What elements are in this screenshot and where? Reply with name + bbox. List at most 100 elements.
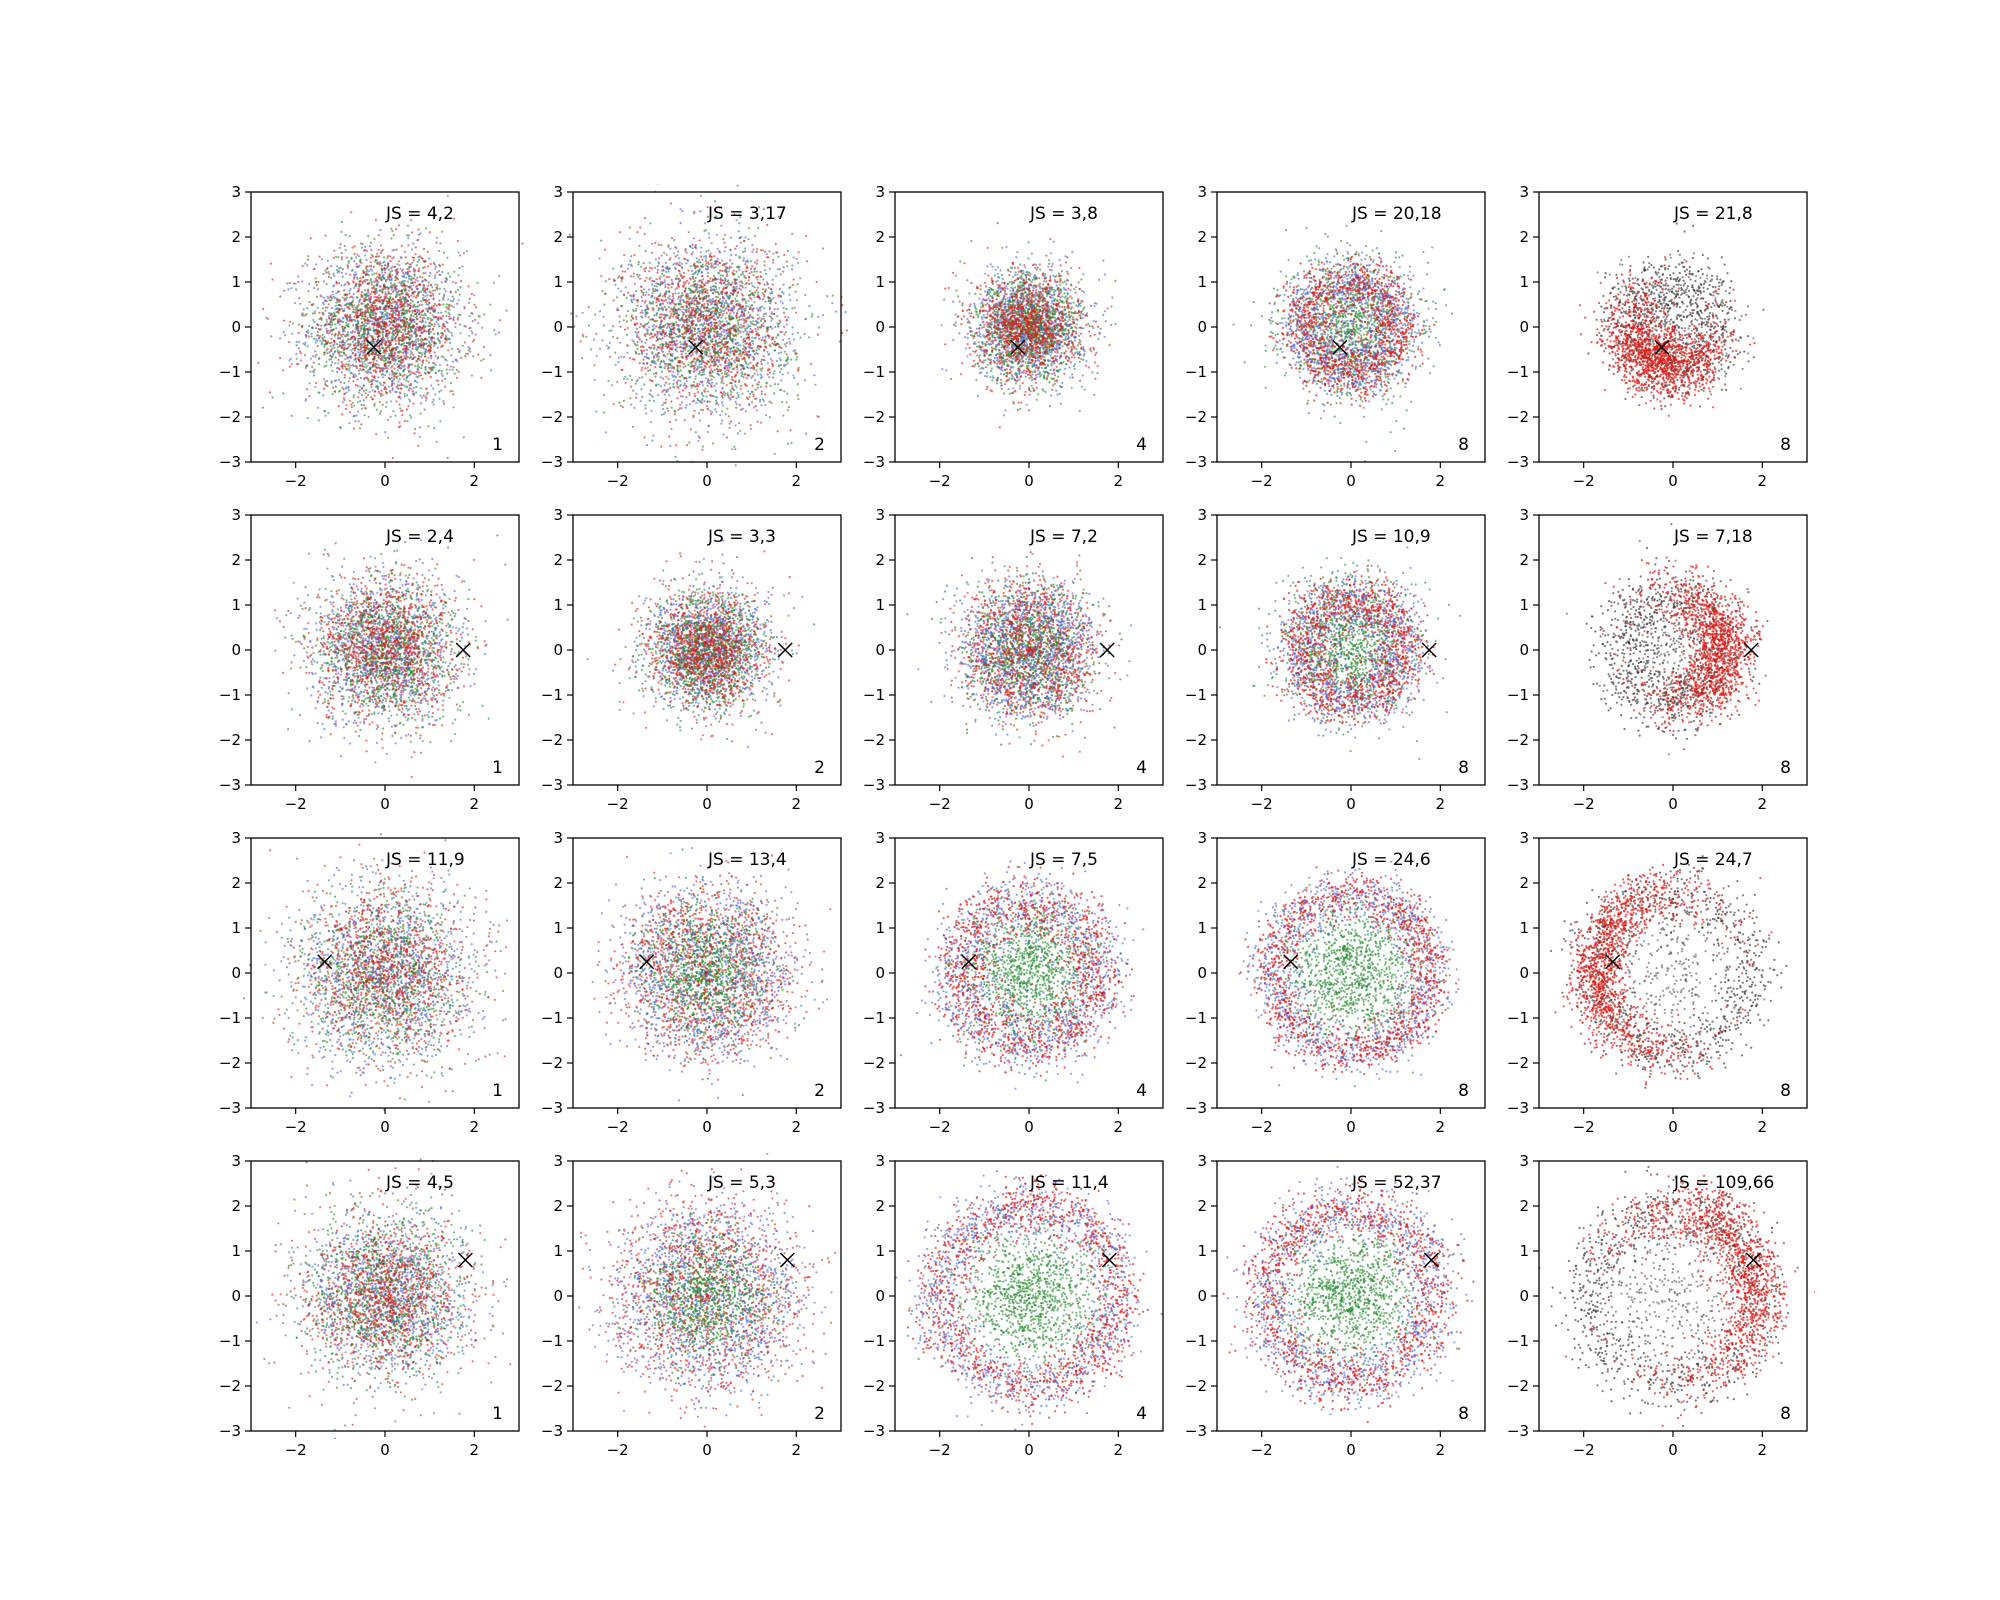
scatter-point <box>429 317 431 319</box>
scatter-point <box>399 378 401 380</box>
scatter-point <box>345 273 347 275</box>
scatter-point <box>796 356 798 358</box>
scatter-point <box>429 272 431 274</box>
scatter-point <box>713 275 715 277</box>
scatter-point <box>667 388 669 390</box>
scatter-point <box>412 354 414 356</box>
scatter-point <box>643 288 645 290</box>
scatter-point <box>330 338 332 340</box>
scatter-point <box>372 361 374 363</box>
scatter-point <box>335 305 337 307</box>
scatter-point <box>614 352 616 354</box>
scatter-point <box>406 234 408 236</box>
scatter-point <box>676 254 678 256</box>
scatter-point <box>387 419 389 421</box>
scatter-point <box>394 332 396 334</box>
scatter-point <box>339 345 341 347</box>
scatter-point <box>334 308 336 310</box>
scatter-point <box>390 400 392 402</box>
scatter-point <box>330 364 332 366</box>
scatter-point <box>392 298 394 300</box>
scatter-point <box>791 326 793 328</box>
scatter-point <box>660 376 662 378</box>
scatter-point <box>336 282 338 284</box>
scatter-point <box>687 259 689 261</box>
scatter-point <box>403 342 405 344</box>
scatter-point <box>363 377 365 379</box>
scatter-point <box>341 221 343 223</box>
scatter-point <box>786 393 788 395</box>
scatter-point <box>335 379 337 381</box>
scatter-point <box>783 292 785 294</box>
scatter-point <box>417 318 419 320</box>
scatter-point <box>353 365 355 367</box>
scatter-point <box>297 281 299 283</box>
scatter-point <box>335 386 337 388</box>
scatter-point <box>385 406 387 408</box>
scatter-point <box>340 381 342 383</box>
scatter-point <box>356 263 358 265</box>
scatter-point <box>396 363 398 365</box>
scatter-point <box>418 259 420 261</box>
scatter-point <box>346 356 348 358</box>
scatter-point <box>377 364 379 366</box>
scatter-point <box>442 264 444 266</box>
scatter-point <box>680 384 682 386</box>
scatter-point <box>359 299 361 301</box>
scatter-point <box>734 298 736 300</box>
scatter-point <box>344 376 346 378</box>
scatter-point <box>756 307 758 309</box>
scatter-point <box>757 292 759 294</box>
scatter-point <box>393 330 395 332</box>
scatter-point <box>787 316 789 318</box>
scatter-point <box>376 409 378 411</box>
scatter-point <box>271 278 273 280</box>
scatter-point <box>333 328 335 330</box>
scatter-point <box>304 342 306 344</box>
scatter-point <box>414 253 416 255</box>
scatter-point <box>360 296 362 298</box>
scatter-point <box>415 391 417 393</box>
scatter-point <box>387 339 389 341</box>
scatter-point <box>320 325 322 327</box>
scatter-point <box>352 324 354 326</box>
scatter-point <box>406 303 408 305</box>
scatter-point <box>361 408 363 410</box>
scatter-point <box>408 275 410 277</box>
scatter-point <box>423 314 425 316</box>
scatter-point <box>659 363 661 365</box>
scatter-point <box>365 306 367 308</box>
scatter-point <box>436 304 438 306</box>
scatter-point <box>404 251 406 253</box>
scatter-point <box>301 280 303 282</box>
scatter-point <box>355 283 357 285</box>
scatter-point <box>672 297 674 299</box>
scatter-point <box>401 365 403 367</box>
scatter-point <box>439 242 441 244</box>
scatter-point <box>368 270 370 272</box>
scatter-point <box>736 286 738 288</box>
scatter-point <box>780 301 782 303</box>
scatter-point <box>317 288 319 290</box>
scatter-point <box>454 322 456 324</box>
scatter-point <box>440 389 442 391</box>
scatter-point <box>373 238 375 240</box>
scatter-point <box>647 367 649 369</box>
scatter-point <box>344 374 346 376</box>
scatter-point <box>401 312 403 314</box>
scatter-point <box>353 260 355 262</box>
scatter-point <box>365 389 367 391</box>
scatter-point <box>420 412 422 414</box>
scatter-point <box>474 319 476 321</box>
scatter-point <box>476 282 478 284</box>
scatter-point <box>761 376 763 378</box>
scatter-point <box>722 300 724 302</box>
scatter-point <box>312 319 314 321</box>
scatter-point <box>688 376 690 378</box>
scatter-point <box>371 283 373 285</box>
scatter-point <box>387 302 389 304</box>
scatter-point <box>473 294 475 296</box>
scatter-point <box>460 332 462 334</box>
scatter-point <box>378 356 380 358</box>
